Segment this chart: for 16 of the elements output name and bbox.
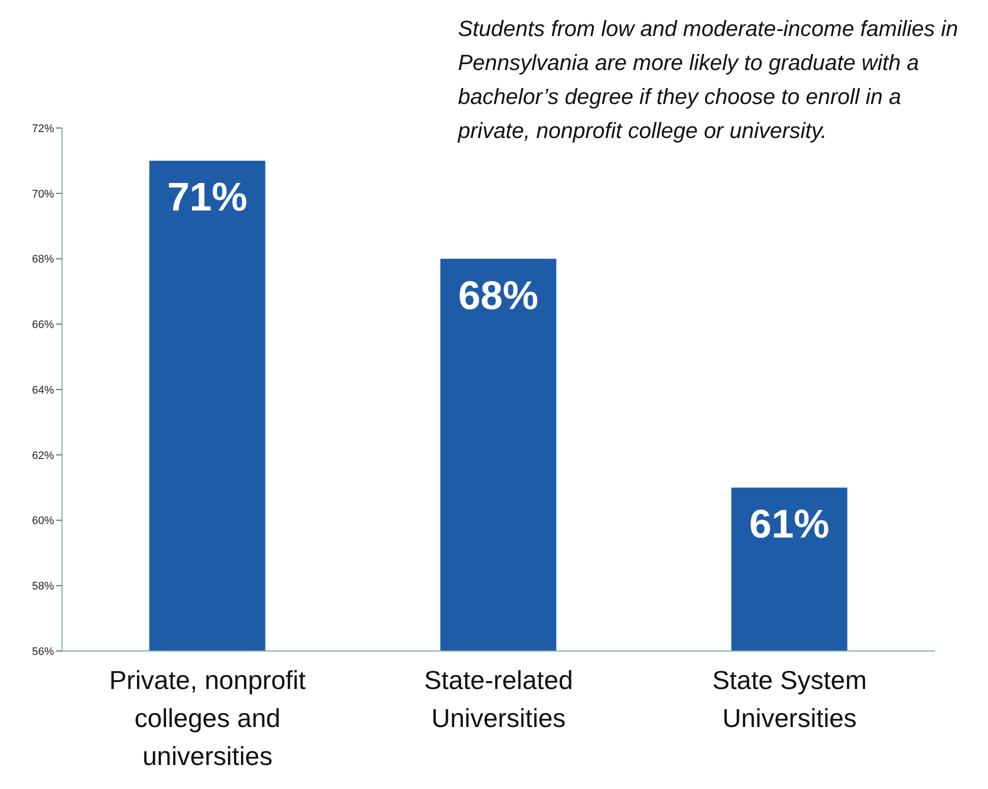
y-tick-label: 62% — [32, 450, 54, 462]
x-tick-label: State System Universities — [712, 665, 867, 733]
y-tick-label: 66% — [32, 319, 54, 332]
y-tick-label: 60% — [32, 515, 54, 528]
y-tick-label: 64% — [32, 384, 54, 396]
y-tick-label: 68% — [32, 254, 54, 266]
y-tick-label: 56% — [32, 646, 54, 658]
data-label: 68% — [458, 274, 538, 318]
x-tick-label: State-related Universities — [424, 665, 573, 733]
y-tick-label: 58% — [32, 580, 54, 593]
y-tick-label: 72% — [32, 122, 54, 135]
y-tick-label: 70% — [32, 188, 54, 200]
data-label: 61% — [749, 502, 830, 547]
x-tick-label: Private, nonprofit colleges and universities — [109, 665, 307, 771]
data-label: 71% — [167, 176, 248, 220]
annotation: Students from low and moderate-income families in Pennsylvania are more likely to graduate with a bachelor’s degree if they choose to enroll in a private, nonprofit college or university. — [458, 15, 960, 145]
